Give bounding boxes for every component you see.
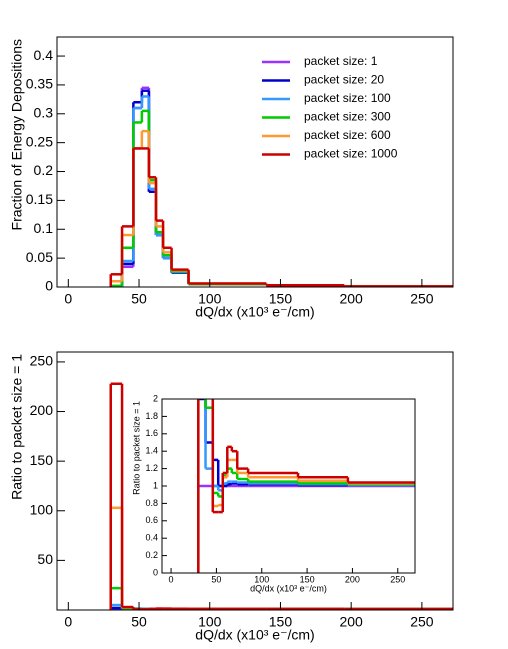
- panel: 0 50 100 150 200 250 0 0.2 0.4 0.6 0.8 1 1.2 1.4 1.6 1.…: [131, 393, 416, 593]
- y-tick-label: 150: [30, 452, 54, 468]
- y-tick-label: 0.25: [26, 133, 53, 149]
- x-tick-label: 100: [254, 574, 269, 584]
- y-tick-label: 0.35: [26, 76, 53, 92]
- plot-frame: [56, 36, 454, 288]
- y-axis-title: Ratio to packet size = 1: [9, 354, 25, 500]
- y-tick-label: 0.2: [34, 162, 54, 178]
- legend-label: packet size: 300: [304, 110, 391, 124]
- legend-label: packet size: 1: [304, 54, 378, 68]
- legend-label: packet size: 600: [304, 128, 391, 142]
- y-tick-label: 0: [45, 278, 53, 294]
- plot-area: [109, 382, 453, 610]
- y-tick-label: 0.6: [145, 515, 158, 525]
- x-tick-label: 150: [269, 614, 293, 630]
- x-tick-label: 150: [269, 291, 293, 307]
- x-tick-label: 200: [339, 614, 363, 630]
- series: [197, 399, 415, 573]
- y-tick-label: 250: [30, 353, 54, 369]
- y-tick-label: 0.8: [145, 498, 158, 508]
- legend-label: packet size: 1000: [304, 147, 398, 161]
- series: [109, 382, 453, 610]
- y-tick-label: 200: [30, 402, 54, 418]
- x-tick-label: 0: [64, 291, 72, 307]
- y-tick-label: 2: [153, 393, 158, 403]
- x-tick-label: 0: [169, 574, 174, 584]
- x-tick-label: 150: [300, 574, 315, 584]
- plot-frame: [56, 351, 454, 611]
- y-tick-label: 0.4: [145, 533, 158, 543]
- x-tick-label: 50: [131, 291, 147, 307]
- x-tick-label: 200: [345, 574, 360, 584]
- legend-label: packet size: 100: [304, 91, 391, 105]
- x-tick-label: 50: [131, 614, 147, 630]
- x-tick-label: 250: [390, 574, 405, 584]
- x-axis-title: dQ/dx (x10³ e⁻/cm): [250, 583, 327, 593]
- x-axis-title: dQ/dx (x10³ e⁻/cm): [195, 304, 314, 320]
- y-tick-label: 1.8: [145, 411, 158, 421]
- x-tick-label: 100: [198, 614, 222, 630]
- y-axis-title: Ratio to packet size = 1: [131, 401, 141, 495]
- plot-area: [109, 86, 453, 287]
- plot-frame: [57, 37, 453, 287]
- x-tick-label: 200: [339, 291, 363, 307]
- y-tick-label: 0.2: [145, 550, 158, 560]
- y-axis-title: Fraction of Energy Depositions: [9, 39, 25, 230]
- legend-label: packet size: 20: [304, 73, 384, 87]
- series: [109, 147, 453, 287]
- y-tick-label: 0.1: [34, 220, 54, 236]
- x-tick-label: 100: [198, 291, 222, 307]
- y-tick-label: 0.05: [26, 249, 53, 265]
- x-tick-label: 250: [410, 614, 434, 630]
- y-tick-label: 100: [30, 501, 54, 517]
- y-tick-label: 0.4: [34, 47, 54, 63]
- panel: 0 50 100 150 200 250 0 0.05 0.1 0.15 0.2 0.25 0.3 0.3…: [9, 36, 454, 320]
- y-tick-label: 0: [153, 567, 158, 577]
- y-tick-label: 1.6: [145, 428, 158, 438]
- y-tick-label: 50: [37, 551, 53, 567]
- x-axis-title: dQ/dx (x10³ e⁻/cm): [195, 627, 314, 643]
- y-tick-label: 1: [153, 480, 158, 490]
- y-tick-label: 0.3: [34, 104, 54, 120]
- x-tick-label: 0: [64, 614, 72, 630]
- plot-area: [197, 399, 415, 573]
- y-tick-label: 0.15: [26, 191, 53, 207]
- x-tick-label: 250: [410, 291, 434, 307]
- y-tick-label: 1.4: [145, 446, 158, 456]
- x-tick-label: 50: [211, 574, 221, 584]
- y-tick-label: 1.2: [145, 463, 158, 473]
